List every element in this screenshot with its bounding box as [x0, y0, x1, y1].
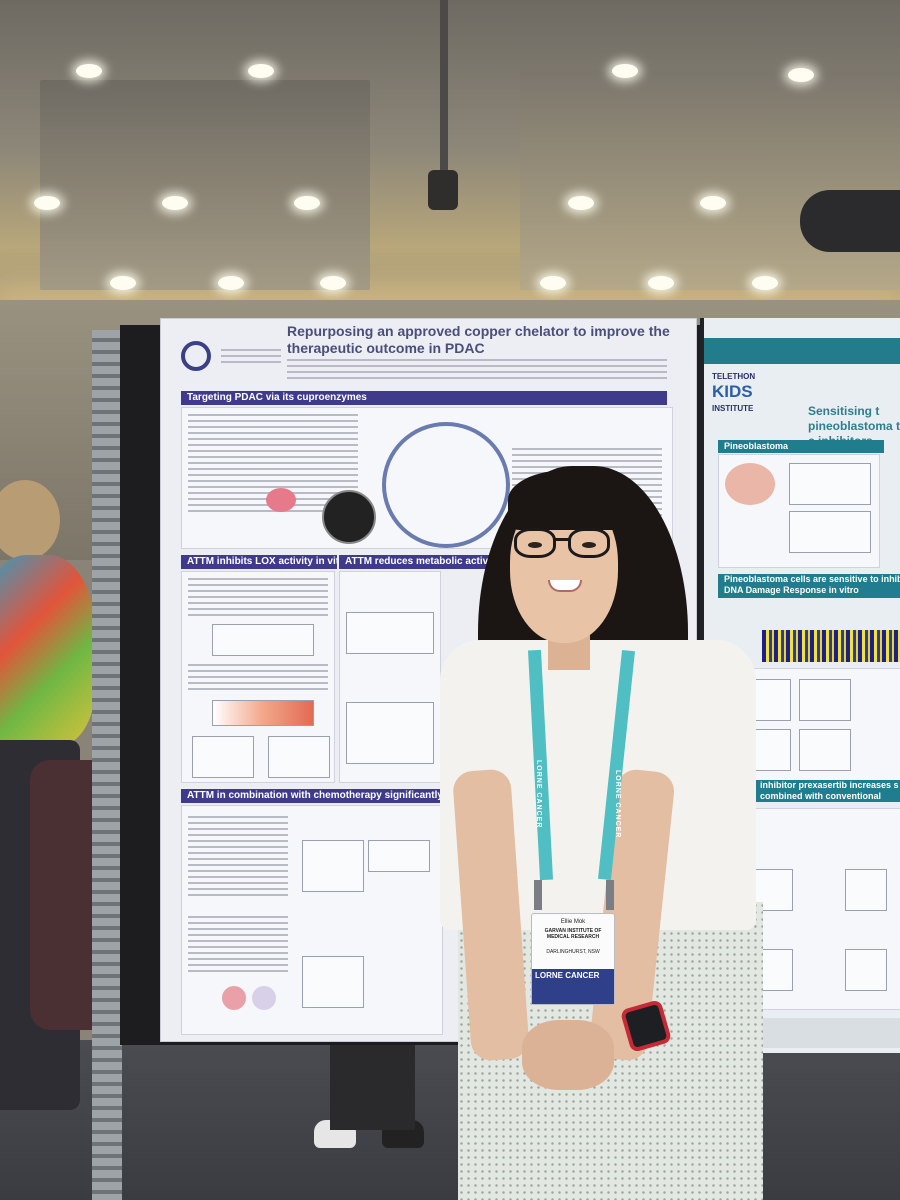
section-header: Targeting PDAC via its cuproenzymes [181, 391, 667, 405]
floor [0, 1040, 900, 1200]
ceiling [0, 0, 900, 330]
attendee-shirt-colorful [0, 555, 95, 745]
badge-name: Ellie Mok [560, 919, 586, 925]
poster-stand-rail [92, 330, 122, 1200]
attendee-left [0, 480, 60, 560]
clasped-hands [522, 1020, 614, 1090]
glasses [514, 528, 556, 558]
kids-logo: KIDS [712, 382, 753, 401]
section-header: Pineoblastoma [718, 440, 884, 453]
cell-diagram [382, 422, 510, 548]
heatmap [762, 630, 900, 662]
projector [800, 190, 900, 252]
brain-diagram [725, 463, 775, 505]
poster-title: Repurposing an approved copper chelator … [287, 323, 670, 356]
institute-logo [181, 341, 211, 371]
section-header: Pineoblastoma cells are sensitive to inh… [718, 574, 900, 598]
section-header: inhibitor prexasertib increases s combin… [754, 780, 900, 802]
badge-organization: GARVAN INSTITUTE OF MEDICAL RESEARCH [544, 928, 602, 940]
section-header: ATTM inhibits LOX activity in vitro [181, 555, 337, 569]
section-header: ATTM in combination with chemotherapy si… [181, 789, 447, 803]
name-badge: Ellie Mok GARVAN INSTITUTE OF MEDICAL RE… [531, 913, 615, 1005]
badge-event-band: LORNE CANCER [532, 969, 614, 1004]
badge-location: DARLINGHURST, NSW [546, 949, 600, 955]
